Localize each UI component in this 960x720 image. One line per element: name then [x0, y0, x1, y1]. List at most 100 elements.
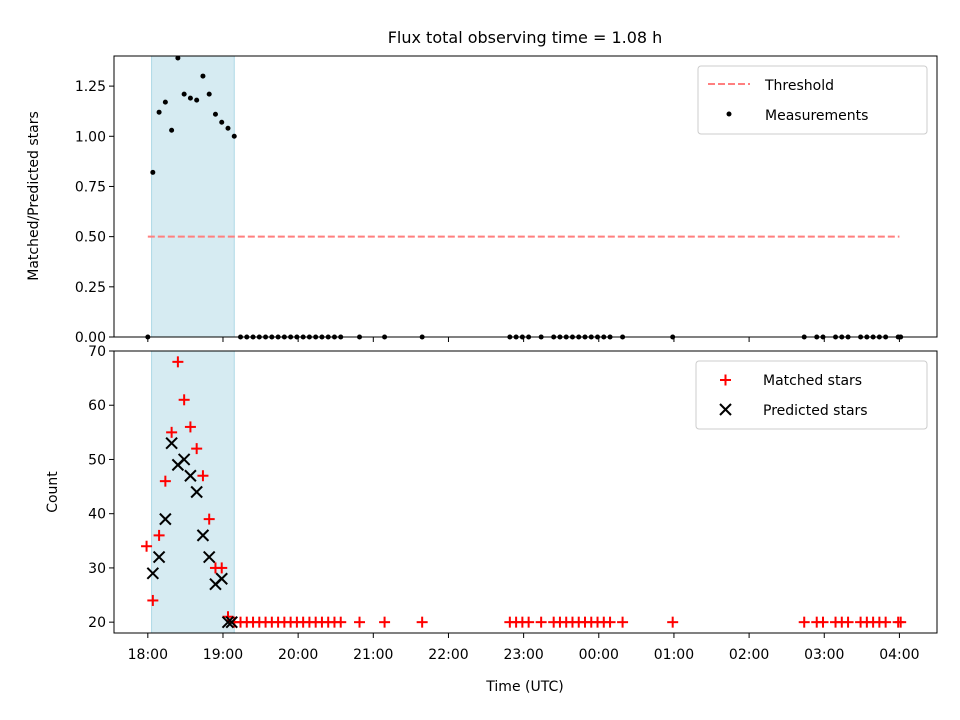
y-tick-label: 40	[88, 507, 106, 523]
matched-star-point	[184, 421, 196, 433]
matched-star-point	[523, 616, 535, 628]
predicted-star-point	[190, 485, 203, 499]
y-tick-label: 60	[88, 398, 106, 414]
bottom-legend-box	[695, 360, 928, 430]
x-tick-label: 03:00	[804, 647, 844, 663]
y-tick-label: 30	[88, 561, 106, 577]
y-tick-label: 0.25	[75, 280, 106, 296]
y-tick-label: 50	[88, 452, 106, 468]
matched-star-point	[197, 470, 209, 482]
x-tick-label: 19:00	[203, 647, 243, 663]
chart-title: Flux total observing time = 1.08 h	[388, 28, 663, 47]
matched-star-point	[667, 616, 679, 628]
y-tick-label: 0.00	[75, 330, 106, 346]
matched-stars-legend-label: Matched stars	[763, 373, 862, 389]
top-axes-frame	[113, 55, 938, 338]
matched-star-point	[416, 616, 428, 628]
bottom-x-ticks: 18:00 19:00 20:00 21:00 22:00 23:00 00:00 01:00…	[128, 633, 920, 663]
matched-star-point	[159, 475, 171, 487]
x-tick-label: 04:00	[879, 647, 919, 663]
measurement-point	[156, 109, 162, 115]
predicted-star-point	[146, 567, 160, 580]
predicted-star-point	[225, 615, 238, 629]
y-tick-label: 70	[88, 344, 106, 360]
top-legend-box	[697, 65, 928, 135]
bottom-axes-frame	[113, 350, 938, 634]
predicted-star-point	[196, 529, 210, 542]
matched-star-point	[535, 616, 547, 628]
matched-star-point	[191, 443, 203, 455]
measurement-point	[162, 99, 168, 105]
matched-star-point	[222, 611, 234, 623]
matched-star-point	[216, 562, 228, 574]
bottom-shaded-span	[151, 350, 235, 634]
y-tick-label: 20	[88, 615, 106, 631]
top-shaded-span	[151, 55, 235, 338]
matched-star-point	[798, 616, 810, 628]
bottom-y-ticks: 20 30 40 50 60 70	[88, 344, 114, 631]
top-panel: 0.00 0.25 0.50 0.75 1.00 1.25 Matched/Predict…	[26, 55, 938, 346]
predicted-star-point	[177, 453, 191, 466]
matched-stars-legend-swatch	[720, 374, 731, 386]
measurements-legend-label: Measurements	[765, 108, 868, 124]
top-y-axis-label: Matched/Predicted stars	[26, 111, 42, 281]
predicted-star-point	[221, 615, 235, 629]
matched-star-point	[166, 426, 178, 438]
x-axis-label: Time (UTC)	[485, 679, 563, 695]
y-tick-label: 0.75	[75, 179, 106, 195]
matched-star-point	[817, 616, 829, 628]
matched-star-point	[842, 616, 854, 628]
matched-star-point	[153, 529, 165, 541]
x-tick-label: 01:00	[654, 647, 694, 663]
predicted-stars-legend-label: Predicted stars	[763, 403, 868, 419]
x-tick-label: 22:00	[428, 647, 468, 663]
measurement-point	[181, 91, 187, 97]
x-tick-label: 20:00	[278, 647, 318, 663]
measurement-point	[231, 133, 237, 139]
matched-star-point	[354, 616, 366, 628]
bottom-y-axis-label: Count	[45, 471, 61, 513]
matched-stars-points	[141, 356, 907, 628]
matched-star-point	[178, 394, 190, 406]
y-tick-label: 0.50	[75, 230, 106, 246]
matched-star-point	[203, 513, 215, 525]
matched-star-point	[141, 540, 153, 552]
x-tick-label: 23:00	[503, 647, 543, 663]
predicted-star-point	[184, 469, 197, 482]
measurement-point	[212, 111, 218, 117]
predicted-star-point	[165, 436, 178, 450]
measurement-point	[206, 91, 212, 97]
measurement-point	[175, 55, 181, 61]
measurement-point	[169, 127, 175, 133]
matched-star-point	[880, 616, 892, 628]
threshold-legend-label: Threshold	[764, 78, 834, 94]
matched-star-point	[335, 616, 347, 628]
x-tick-label: 21:00	[353, 647, 393, 663]
measurement-point	[150, 169, 156, 175]
measurements-legend-swatch	[726, 111, 732, 117]
predicted-star-point	[159, 512, 172, 526]
predicted-stars-points	[146, 436, 238, 629]
y-tick-label: 1.00	[75, 129, 106, 145]
x-tick-label: 02:00	[729, 647, 769, 663]
matched-star-point	[172, 356, 184, 368]
x-tick-label: 18:00	[128, 647, 168, 663]
measurement-point	[200, 73, 206, 79]
bottom-panel: 20 30 40 50 60 70 18:00 19:00 20:00 21:00 22:00 23…	[45, 344, 938, 695]
predicted-star-point	[215, 572, 228, 585]
top-legend: Threshold Measurements	[697, 65, 928, 135]
measurement-point	[219, 119, 225, 125]
measurement-point	[194, 97, 200, 103]
matched-star-point	[604, 616, 616, 628]
predicted-star-point	[152, 550, 166, 564]
predicted-stars-legend-swatch	[719, 403, 732, 416]
measurement-point	[187, 95, 193, 101]
matched-star-point	[147, 594, 159, 606]
x-tick-label: 00:00	[579, 647, 619, 663]
matched-star-point	[617, 616, 629, 628]
top-y-ticks: 0.00 0.25 0.50 0.75 1.00 1.25	[75, 79, 114, 346]
matched-star-point	[379, 616, 391, 628]
bottom-legend: Matched stars Predicted stars	[695, 360, 928, 430]
top-x-ticks	[147, 337, 900, 342]
